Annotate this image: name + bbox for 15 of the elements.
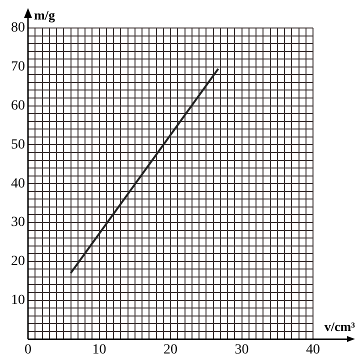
- y-tick-label: 50: [11, 137, 25, 152]
- y-tick-label: 10: [11, 292, 25, 308]
- y-tick-label: 30: [11, 215, 25, 230]
- x-axis-title: v/cm³: [324, 319, 356, 334]
- x-tick-label: 30: [234, 342, 249, 358]
- x-tick-label: 0: [24, 342, 32, 358]
- x-tick-label: 40: [306, 342, 320, 358]
- y-tick-label: 40: [11, 176, 25, 192]
- y-tick-label: 80: [11, 20, 25, 36]
- x-tick-label: 10: [92, 342, 106, 358]
- y-tick-label: 70: [11, 60, 25, 75]
- x-tick-label: 20: [164, 342, 178, 358]
- y-tick-label: 20: [11, 254, 25, 270]
- y-axis-title: m/g: [34, 7, 56, 22]
- y-tick-label: 60: [11, 98, 25, 114]
